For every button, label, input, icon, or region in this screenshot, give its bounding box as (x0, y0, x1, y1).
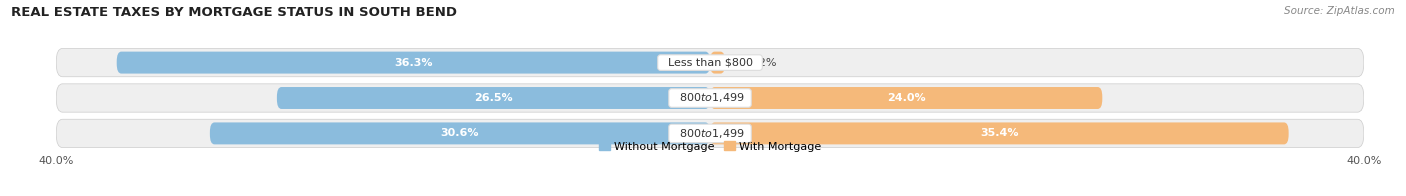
Text: Source: ZipAtlas.com: Source: ZipAtlas.com (1284, 6, 1395, 16)
FancyBboxPatch shape (710, 87, 1102, 109)
FancyBboxPatch shape (56, 48, 1364, 77)
FancyBboxPatch shape (117, 52, 710, 74)
FancyBboxPatch shape (56, 119, 1364, 148)
FancyBboxPatch shape (710, 122, 1289, 144)
FancyBboxPatch shape (710, 52, 725, 74)
Text: REAL ESTATE TAXES BY MORTGAGE STATUS IN SOUTH BEND: REAL ESTATE TAXES BY MORTGAGE STATUS IN … (11, 6, 457, 19)
Legend: Without Mortgage, With Mortgage: Without Mortgage, With Mortgage (595, 137, 825, 156)
Text: 30.6%: 30.6% (440, 128, 479, 138)
Text: Less than $800: Less than $800 (661, 58, 759, 68)
Text: 36.3%: 36.3% (394, 58, 433, 68)
Text: $800 to $1,499: $800 to $1,499 (672, 92, 748, 104)
FancyBboxPatch shape (56, 84, 1364, 112)
Text: 24.0%: 24.0% (887, 93, 925, 103)
FancyBboxPatch shape (277, 87, 710, 109)
Text: 35.4%: 35.4% (980, 128, 1018, 138)
Text: $800 to $1,499: $800 to $1,499 (672, 127, 748, 140)
Text: 0.92%: 0.92% (741, 58, 778, 68)
Text: 26.5%: 26.5% (474, 93, 513, 103)
FancyBboxPatch shape (209, 122, 710, 144)
